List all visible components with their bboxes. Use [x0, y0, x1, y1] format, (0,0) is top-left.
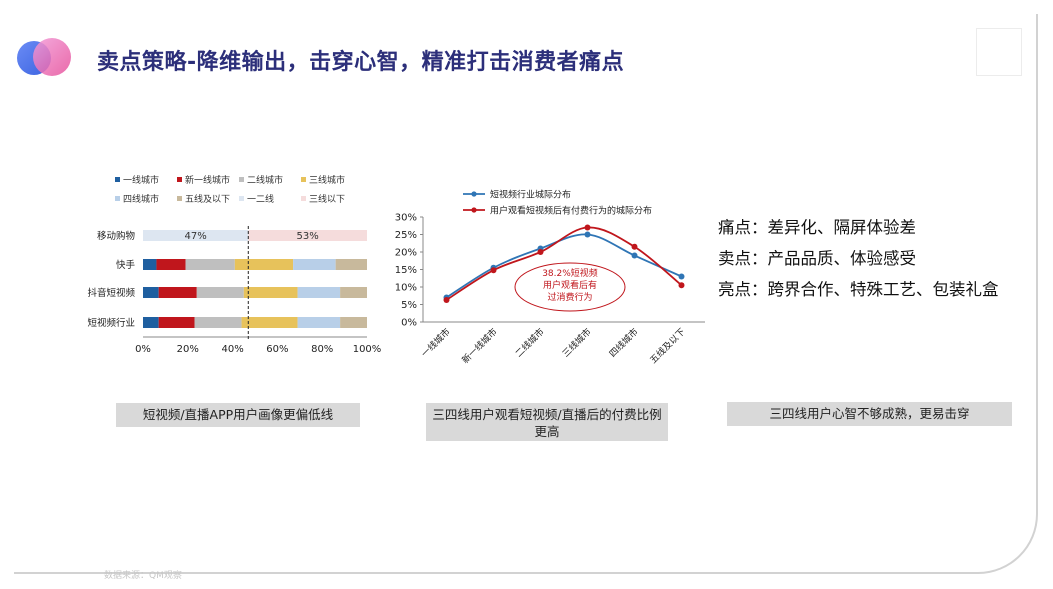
x-tick-label-1: 20%: [177, 344, 199, 355]
caption-middle: 三四线用户观看短视频/直播后的付费比例更高: [426, 403, 668, 441]
legend-label-6: 一二线: [247, 193, 274, 205]
legend-swatch-4: [115, 196, 120, 201]
x-tick-label-5: 100%: [353, 344, 382, 355]
x-tick-label-0: 0%: [135, 344, 151, 355]
x-tick-label-4: 80%: [311, 344, 333, 355]
decorative-box: [976, 28, 1022, 76]
legend-swatch-6: [239, 196, 244, 201]
legend-swatch-5: [177, 196, 182, 201]
legend-marker-0: [471, 191, 477, 197]
bar-3-5: [340, 317, 367, 328]
category-label-3: 短视频行业: [87, 317, 135, 329]
key-points: 痛点：差异化、隔屏体验差 卖点：产品品质、体验感受 亮点：跨界合作、特殊工艺、包…: [718, 212, 999, 305]
legend-label-7: 三线以下: [309, 193, 345, 205]
point-0-3: [584, 231, 591, 238]
series-line-1: [446, 226, 683, 301]
bar-1-3: [234, 259, 294, 270]
legend-marker-1: [471, 207, 477, 213]
x-category-label-4: 四线城市: [607, 326, 641, 360]
legend-label-4: 四线城市: [123, 193, 159, 205]
legend-swatch-0: [115, 177, 120, 182]
footer-source: 数据来源：QM观察: [104, 571, 182, 581]
bar-1-5: [335, 259, 367, 270]
x-category-label-0: 一线城市: [419, 326, 453, 360]
bar-1-4: [293, 259, 336, 270]
legend-label-5: 五线及以下: [185, 193, 230, 205]
legend-label-1: 新一线城市: [185, 174, 230, 186]
bar-1-2: [185, 259, 235, 270]
bar-2-3: [243, 287, 298, 298]
x-category-label-2: 二线城市: [513, 326, 547, 360]
bar-3-0: [143, 317, 159, 328]
annotation-text-2: 过消费行为: [547, 291, 592, 303]
point-1-1: [490, 267, 497, 274]
y-tick-label-4: 20%: [395, 248, 417, 259]
x-category-label-1: 新一线城市: [459, 326, 499, 366]
x-tick-label-2: 40%: [221, 344, 243, 355]
point-1-0: [443, 296, 450, 303]
point-1-5: [678, 282, 685, 289]
bar-3-1: [158, 317, 195, 328]
x-tick-label-3: 60%: [266, 344, 288, 355]
legend-text-1: 用户观看短视频后有付费行为的城际分布: [490, 205, 652, 217]
point-1-3: [584, 224, 591, 231]
bar-0-6: [143, 230, 249, 241]
legend-label-3: 三线城市: [309, 174, 345, 186]
y-tick-label-3: 15%: [395, 265, 417, 276]
y-tick-label-2: 10%: [395, 283, 417, 294]
caption-right: 三四线用户心智不够成熟，更易击穿: [727, 402, 1012, 426]
data-label-0: 47%: [185, 231, 207, 242]
bar-2-1: [158, 287, 197, 298]
bar-2-0: [143, 287, 159, 298]
point-1-2: [537, 249, 544, 255]
series-line-0: [446, 233, 682, 299]
y-tick-label-6: 30%: [395, 213, 417, 224]
legend-swatch-7: [301, 196, 306, 201]
legend-label-2: 二线城市: [247, 174, 283, 186]
point-1-4: [631, 243, 638, 250]
annotation-text-0: 38.2%短视频: [542, 267, 598, 279]
bar-3-4: [297, 317, 341, 328]
annotation-bubble: [514, 262, 626, 312]
y-tick-label-1: 5%: [401, 300, 417, 311]
y-tick-label-0: 0%: [401, 318, 417, 329]
category-label-2: 抖音短视频: [87, 287, 135, 299]
x-category-label-3: 三线城市: [560, 326, 594, 360]
bar-0-7: [248, 230, 367, 241]
slide-frame: [14, 14, 1038, 574]
bar-3-2: [194, 317, 242, 328]
caption-left: 短视频/直播APP用户画像更偏低线: [116, 403, 360, 427]
logo-icon: [17, 38, 71, 78]
annotation-text-1: 用户观看后有: [543, 279, 597, 291]
legend-swatch-2: [239, 177, 244, 182]
point-pain: 痛点：差异化、隔屏体验差: [718, 218, 916, 237]
legend-label-0: 一线城市: [123, 174, 159, 186]
data-label-1: 53%: [297, 231, 319, 242]
bar-1-0: [143, 259, 157, 270]
category-label-0: 移动购物: [97, 230, 136, 242]
point-selling: 卖点：产品品质、体验感受: [718, 249, 916, 268]
bar-2-2: [196, 287, 244, 298]
y-tick-label-5: 25%: [395, 230, 417, 241]
bar-1-1: [156, 259, 186, 270]
legend-text-0: 短视频行业城际分布: [490, 189, 571, 201]
legend-swatch-1: [177, 177, 182, 182]
bar-2-4: [297, 287, 341, 298]
point-0-4: [631, 252, 638, 259]
bar-3-3: [241, 317, 298, 328]
bar-2-5: [340, 287, 367, 298]
page-title: 卖点策略-降维输出，击穿心智，精准打击消费者痛点: [97, 50, 625, 75]
category-label-1: 快手: [116, 259, 136, 271]
point-0-5: [678, 273, 685, 280]
x-category-label-5: 五线及以下: [647, 326, 687, 366]
legend-swatch-3: [301, 177, 306, 182]
point-highlight: 亮点：跨界合作、特殊工艺、包装礼盒: [718, 280, 999, 299]
